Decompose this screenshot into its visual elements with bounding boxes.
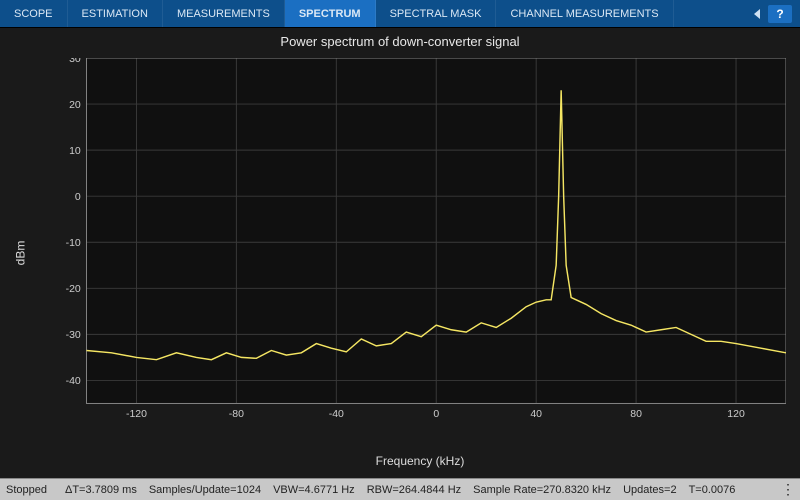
- svg-text:-40: -40: [329, 408, 344, 420]
- status-state: Stopped: [6, 484, 47, 496]
- tab-channel-measurements[interactable]: CHANNEL MEASUREMENTS: [496, 0, 673, 27]
- chart-title: Power spectrum of down-converter signal: [0, 28, 800, 53]
- tab-spectrum[interactable]: SPECTRUM: [285, 0, 376, 27]
- tab-spectral-mask[interactable]: SPECTRAL MASK: [376, 0, 497, 27]
- status-updates: Updates=2: [623, 484, 677, 496]
- status-menu-icon[interactable]: ⋮: [781, 481, 794, 498]
- svg-text:0: 0: [75, 191, 81, 203]
- svg-text:-40: -40: [66, 375, 81, 387]
- status-dt: ΔT=3.7809 ms: [65, 484, 137, 496]
- status-vbw: VBW=4.6771 Hz: [273, 484, 355, 496]
- status-rbw: RBW=264.4844 Hz: [367, 484, 461, 496]
- svg-text:30: 30: [69, 58, 81, 65]
- status-rate: Sample Rate=270.8320 kHz: [473, 484, 611, 496]
- tab-estimation[interactable]: ESTIMATION: [68, 0, 163, 27]
- svg-text:-80: -80: [229, 408, 244, 420]
- tab-measurements[interactable]: MEASUREMENTS: [163, 0, 285, 27]
- svg-text:-20: -20: [66, 283, 81, 295]
- y-axis-label: dBm: [13, 241, 27, 266]
- svg-text:40: 40: [530, 408, 542, 420]
- svg-text:10: 10: [69, 145, 81, 157]
- chart-area: Power spectrum of down-converter signal …: [0, 28, 800, 478]
- status-t: T=0.0076: [689, 484, 736, 496]
- svg-text:20: 20: [69, 99, 81, 111]
- svg-text:80: 80: [630, 408, 642, 420]
- svg-text:-10: -10: [66, 237, 81, 249]
- spectrum-plot[interactable]: -120 -80 -40 0 40 80 120 -40 -30 -20 -10 0 10 20 30: [54, 58, 786, 434]
- svg-text:-120: -120: [126, 408, 147, 420]
- chevron-left-icon[interactable]: [754, 9, 760, 19]
- tab-scope[interactable]: SCOPE: [0, 0, 68, 27]
- svg-text:0: 0: [433, 408, 439, 420]
- x-axis-label: Frequency (kHz): [54, 454, 786, 468]
- status-samples: Samples/Update=1024: [149, 484, 261, 496]
- status-bar: Stopped ΔT=3.7809 ms Samples/Update=1024…: [0, 478, 800, 500]
- help-button[interactable]: ?: [768, 5, 792, 23]
- svg-text:120: 120: [727, 408, 745, 420]
- svg-text:-30: -30: [66, 329, 81, 341]
- tab-bar: SCOPE ESTIMATION MEASUREMENTS SPECTRUM S…: [0, 0, 800, 28]
